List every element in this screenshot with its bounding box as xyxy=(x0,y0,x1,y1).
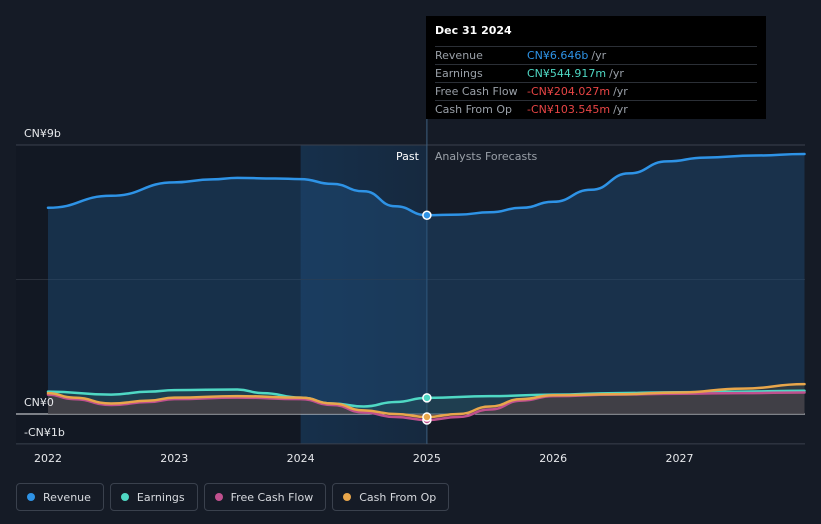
tooltip-row-cash-from-op: Cash From Op -CN¥103.545m /yr xyxy=(435,100,757,118)
legend-label: Earnings xyxy=(136,490,185,504)
tooltip-unit: /yr xyxy=(591,49,607,62)
marker-cash-from-op xyxy=(422,412,432,422)
legend-label: Free Cash Flow xyxy=(230,490,314,504)
forecast-label: Analysts Forecasts xyxy=(435,150,538,163)
legend-label: Cash From Op xyxy=(359,490,437,504)
legend-dot-icon xyxy=(343,493,352,501)
y-tick-label: -CN¥1b xyxy=(24,426,65,439)
tooltip-unit: /yr xyxy=(609,67,624,80)
x-tick-label: 2024 xyxy=(287,452,315,465)
legend-label: Revenue xyxy=(43,490,91,504)
legend-dot-icon xyxy=(27,493,35,501)
tooltip-value: CN¥544.917m xyxy=(527,67,607,80)
legend-item-free-cash-flow[interactable]: Free Cash Flow xyxy=(203,483,327,511)
x-tick-label: 2025 xyxy=(413,452,441,465)
tooltip-unit: /yr xyxy=(613,103,628,116)
tooltip-label: Earnings xyxy=(435,67,483,80)
tooltip-unit: /yr xyxy=(613,85,628,98)
x-tick-label: 2023 xyxy=(160,452,188,465)
tooltip-row-revenue: Revenue CN¥6.646b /yr xyxy=(435,46,757,64)
y-tick-label: CN¥9b xyxy=(24,127,61,140)
tooltip-label: Revenue xyxy=(435,49,483,62)
legend-item-cash-from-op[interactable]: Cash From Op xyxy=(332,483,450,511)
legend-dot-icon xyxy=(214,493,223,501)
tooltip-value: CN¥6.646b xyxy=(527,49,589,62)
area-revenue xyxy=(48,154,805,414)
x-tick-label: 2027 xyxy=(666,452,694,465)
past-label: Past xyxy=(396,150,420,163)
tooltip-value: -CN¥204.027m xyxy=(527,85,611,98)
tooltip-label: Cash From Op xyxy=(435,103,513,116)
tooltip-value: -CN¥103.545m xyxy=(527,103,611,116)
legend: Revenue Earnings Free Cash Flow Cash Fro… xyxy=(16,483,455,513)
marker-revenue xyxy=(422,210,432,220)
x-tick-label: 2026 xyxy=(539,452,567,465)
x-tick-label: 2022 xyxy=(34,452,62,465)
legend-item-earnings[interactable]: Earnings xyxy=(109,483,198,511)
marker-earnings xyxy=(422,393,432,403)
legend-dot-icon xyxy=(120,493,129,501)
tooltip-row-free-cash-flow: Free Cash Flow -CN¥204.027m /yr xyxy=(435,82,757,100)
past-region xyxy=(16,145,301,444)
legend-item-revenue[interactable]: Revenue xyxy=(16,483,104,511)
area-free-cash-flow xyxy=(48,392,805,420)
tooltip-date: Dec 31 2024 xyxy=(435,24,512,37)
tooltip-label: Free Cash Flow xyxy=(435,85,518,98)
past-highlight-region xyxy=(300,145,427,444)
y-tick-label: CN¥0 xyxy=(24,396,54,409)
tooltip-row-earnings: Earnings CN¥544.917m /yr xyxy=(435,64,757,82)
tooltip: Dec 31 2024 Revenue CN¥6.646b /yr Earnin… xyxy=(426,16,766,119)
line-cash-from-op xyxy=(46,382,806,419)
area-cash-from-op xyxy=(48,384,805,417)
